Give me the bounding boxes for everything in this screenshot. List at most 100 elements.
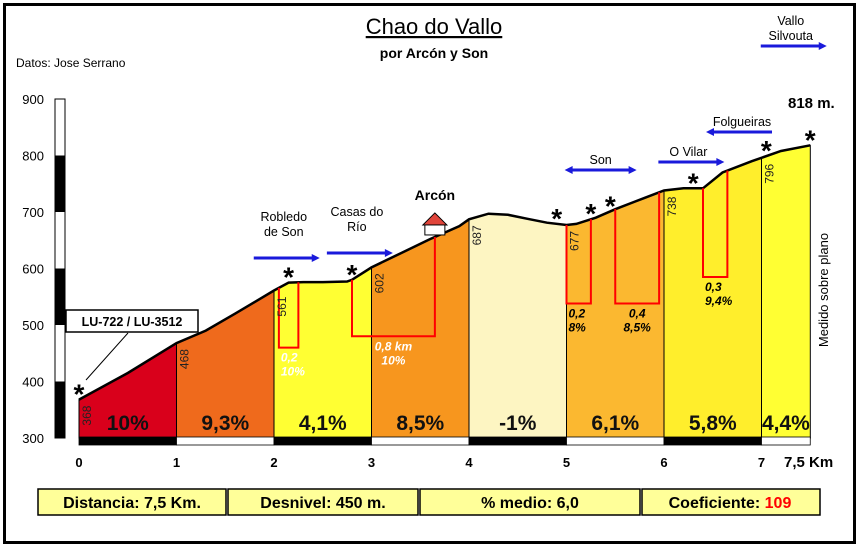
chart-subtitle: por Arcón y Son xyxy=(380,45,488,61)
ramp-gradient: 10% xyxy=(281,365,305,379)
place-name: Robledo xyxy=(260,210,307,224)
place-arrow-head xyxy=(564,166,573,174)
road-callout-leader xyxy=(85,332,129,381)
segment-start-altitude: 738 xyxy=(665,196,679,216)
distance-bar: 10% 9,3% 4,1% 8,5% -1% 6,1% 5,8% 4,4% xyxy=(78,412,811,446)
segment-start-altitude: 687 xyxy=(470,225,484,245)
place-name: Son xyxy=(590,153,612,167)
y-tick-label: 500 xyxy=(22,318,44,333)
segment-start-altitude: 796 xyxy=(763,163,777,183)
road-callout-box xyxy=(65,309,199,333)
junction-marks: * * * * * * * * * xyxy=(74,124,816,409)
place-arrow-head xyxy=(706,128,714,136)
coefficient-value: 109 xyxy=(765,495,792,512)
summit-label: 818 m. xyxy=(788,95,835,112)
ramp-gradient: 9,4% xyxy=(705,294,733,308)
segment-gradient-label: 10% xyxy=(107,412,149,435)
y-tick-label: 400 xyxy=(22,375,44,390)
segment-gradient-label: 5,8% xyxy=(689,412,737,435)
x-tick-label: 6 xyxy=(660,455,667,470)
road-label: LU-722 / LU-3512 xyxy=(82,315,183,329)
altitude-scale-cell xyxy=(55,268,65,325)
y-tick-label: 900 xyxy=(22,92,44,107)
junction-mark: * xyxy=(74,379,85,410)
place-name: Folgueiras xyxy=(713,115,771,129)
junction-mark: * xyxy=(761,135,772,166)
y-tick-label: 300 xyxy=(22,431,44,446)
segment-fill-7 xyxy=(761,144,811,439)
distance-bar-cell xyxy=(663,436,762,446)
ramp-distance: 0,2 xyxy=(569,307,586,321)
footer-distance-box xyxy=(37,488,227,516)
segment-start-altitude: 677 xyxy=(568,231,582,251)
footer-average: % medio: 6,0 xyxy=(481,495,579,512)
segment-gradient-label: 9,3% xyxy=(201,412,249,435)
altitude-scale-cell xyxy=(55,381,65,438)
junction-mark: * xyxy=(688,167,699,198)
junction-mark: * xyxy=(283,262,294,293)
profile-line xyxy=(78,144,811,401)
place-arrow-head xyxy=(384,249,393,257)
junction-mark: * xyxy=(347,259,358,290)
place-name: Arcón xyxy=(415,187,455,203)
x-axis: 0 1 2 3 4 5 6 7 xyxy=(75,455,765,470)
footer-bar: Distancia: 7,5 Km. Desnivel: 450 m. % me… xyxy=(37,488,821,516)
distance-bar-cell xyxy=(176,436,275,446)
segment-gradient-label: 6,1% xyxy=(591,412,639,435)
place-name: Casas do xyxy=(330,205,383,219)
data-source: Datos: Jose Serrano xyxy=(16,56,126,70)
footer-coefficient-box xyxy=(641,488,821,516)
segment-gradient-label: 8,5% xyxy=(396,412,444,435)
segment-start-altitude: 468 xyxy=(178,349,192,369)
x-tick-label: 1 xyxy=(173,455,180,470)
segment-gradient-label: 4,4% xyxy=(762,412,810,435)
profile-outline xyxy=(78,144,811,401)
ramp-distance: 0,3 xyxy=(705,280,722,294)
ramp-distance: 0,8 km xyxy=(375,339,413,353)
distance-bar-cell xyxy=(273,436,372,446)
place-arrow-head xyxy=(311,254,320,262)
ramp-gradient: 8% xyxy=(569,321,587,335)
segment-start-altitude: 602 xyxy=(373,273,387,293)
place-arrow-head xyxy=(716,158,725,166)
altitude-labels: 368 468 561 602 687 677 738 796 xyxy=(80,163,777,425)
ramp-box-4 xyxy=(702,170,729,278)
distance-bar-cell xyxy=(371,436,470,446)
place-name: de Son xyxy=(264,225,304,239)
ramp-box-1 xyxy=(351,236,436,338)
x-tick-label: 7 xyxy=(758,455,765,470)
x-tick-label: 4 xyxy=(465,455,473,470)
segment-gradient-label: -1% xyxy=(499,412,537,435)
y-tick-label: 600 xyxy=(22,262,44,277)
junction-mark: * xyxy=(605,190,616,221)
segment-start-altitude: 561 xyxy=(275,296,289,316)
y-tick-label: 700 xyxy=(22,205,44,220)
junction-mark: * xyxy=(805,124,816,155)
ramp-distance: 0,4 xyxy=(629,307,646,321)
segment-fill-4 xyxy=(468,213,567,439)
x-tick-label: 2 xyxy=(270,455,277,470)
footer-elevation-box xyxy=(227,488,419,516)
ramp-gradient: 10% xyxy=(381,353,405,367)
segment-start-altitude: 368 xyxy=(80,405,94,425)
footer-elevation: Desnivel: 450 m. xyxy=(260,495,385,512)
ramp-box-0 xyxy=(277,282,300,349)
coefficient-label: Coeficiente: xyxy=(669,495,761,512)
footer-average-box xyxy=(419,488,641,516)
chart-frame xyxy=(3,3,856,544)
distance-bar-cell xyxy=(566,436,665,446)
x-tick-label: 3 xyxy=(368,455,375,470)
place-arrow-head xyxy=(818,42,827,50)
segment-gradient-label: 4,1% xyxy=(299,412,347,435)
x-tick-label: 5 xyxy=(563,455,570,470)
side-note: Medido sobre plano xyxy=(816,233,831,347)
footer-coefficient: Coeficiente: 109 xyxy=(669,495,792,512)
distance-bar-cell xyxy=(78,436,177,446)
ramp-box-2 xyxy=(565,219,592,305)
ramp-distance: 0,2 xyxy=(281,351,298,365)
ramp-box-3 xyxy=(614,192,661,305)
